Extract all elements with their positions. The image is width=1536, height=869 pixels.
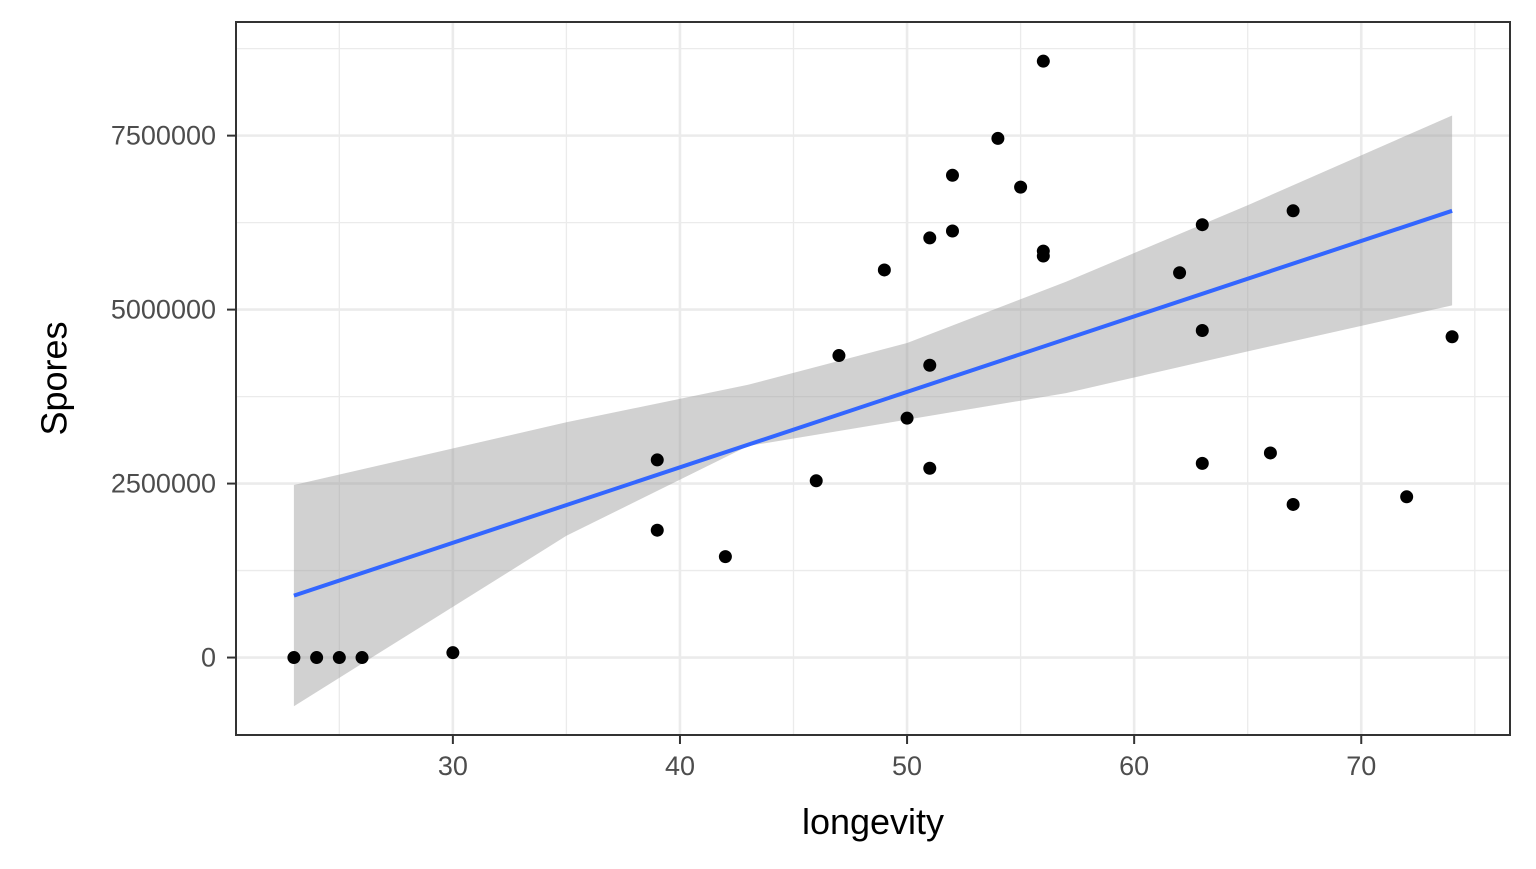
data-point — [809, 474, 823, 488]
x-axis: 30 40 50 60 70 — [438, 735, 1376, 781]
y-axis: 0 2500000 5000000 7500000 — [111, 121, 236, 673]
data-point — [1173, 266, 1187, 280]
data-point — [650, 523, 664, 537]
x-tick-label: 50 — [892, 751, 922, 781]
data-point — [1195, 218, 1209, 232]
data-point — [945, 224, 959, 238]
y-tick-label: 2500000 — [111, 469, 216, 499]
minor-gridlines — [236, 22, 1510, 735]
data-point — [900, 411, 914, 425]
data-point — [332, 651, 346, 665]
data-point — [1014, 180, 1028, 194]
data-points — [287, 54, 1459, 665]
data-point — [1263, 446, 1277, 460]
data-point — [991, 131, 1005, 145]
data-point — [1195, 323, 1209, 337]
data-point — [1445, 330, 1459, 344]
x-tick-label: 60 — [1119, 751, 1149, 781]
y-tick-label: 0 — [201, 643, 216, 673]
regression-line — [293, 208, 1453, 598]
major-gridlines — [236, 22, 1510, 735]
data-point — [1286, 497, 1300, 511]
data-point — [877, 263, 891, 277]
data-point — [355, 651, 369, 665]
confidence-band — [293, 115, 1453, 707]
data-point — [923, 231, 937, 245]
x-axis-title: longevity — [802, 801, 944, 842]
data-point — [1036, 249, 1050, 263]
panel-border — [235, 21, 1511, 736]
data-point — [650, 453, 664, 467]
data-point — [945, 168, 959, 182]
data-point — [1036, 54, 1050, 68]
data-point — [1400, 490, 1414, 504]
y-axis-title: Spores — [34, 321, 75, 435]
data-point — [310, 651, 324, 665]
x-tick-label: 70 — [1346, 751, 1376, 781]
y-tick-label: 5000000 — [111, 295, 216, 325]
data-point — [287, 651, 301, 665]
data-point — [446, 646, 460, 660]
x-tick-label: 40 — [665, 751, 695, 781]
data-point — [923, 358, 937, 372]
data-point — [832, 349, 846, 363]
data-point — [718, 550, 732, 564]
y-tick-label: 7500000 — [111, 121, 216, 151]
data-point — [1286, 204, 1300, 218]
data-point — [923, 461, 937, 475]
data-point — [1195, 456, 1209, 470]
x-tick-label: 30 — [438, 751, 468, 781]
